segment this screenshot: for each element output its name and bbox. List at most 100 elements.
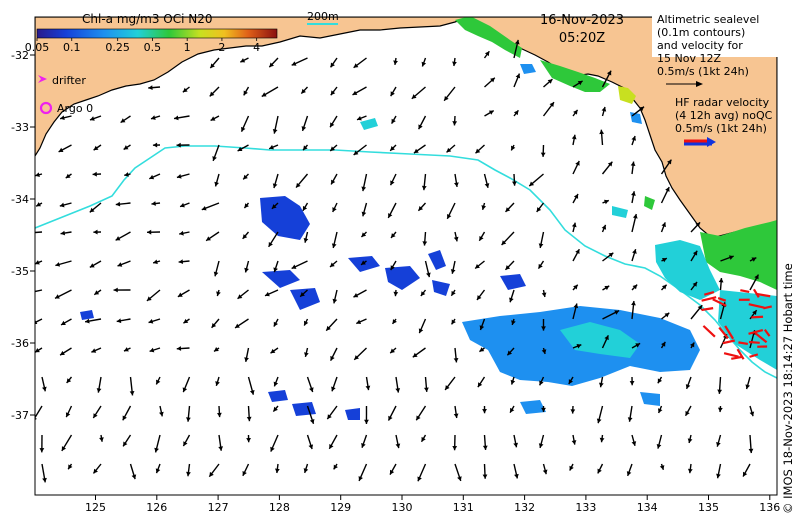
velocity-arrow-head <box>418 124 423 130</box>
velocity-arrow-head <box>270 348 276 354</box>
radar-arrow <box>763 328 771 337</box>
velocity-arrow-head <box>451 319 456 325</box>
lon-tick-label: 134 <box>637 501 658 514</box>
hf-radar-scale-arrow <box>684 137 716 147</box>
velocity-arrow-head <box>661 284 667 290</box>
velocity-arrow-head <box>115 236 121 241</box>
velocity-arrow-head <box>576 344 582 349</box>
velocity-arrow-head <box>60 230 66 236</box>
velocity-arrow-head <box>54 294 60 299</box>
velocity-arrow-head <box>332 298 338 304</box>
velocity-arrow-head <box>570 409 576 414</box>
radar-arrow <box>763 305 772 310</box>
velocity-arrow-head <box>604 335 609 341</box>
velocity-arrow-head <box>505 265 511 270</box>
velocity-arrow-head <box>92 171 97 177</box>
velocity-arrow-head <box>630 161 636 167</box>
velocity-arrow-head <box>446 214 452 219</box>
velocity-arrow-head <box>291 61 297 66</box>
velocity-arrow-head <box>687 438 693 444</box>
velocity-arrow-head <box>94 290 100 295</box>
velocity-arrow-head <box>541 326 546 331</box>
velocity-arrow-head <box>454 182 459 187</box>
colorbar-tick-label: 0.5 <box>144 41 162 54</box>
velocity-arrow-head <box>183 318 189 324</box>
velocity-arrow-head <box>515 73 521 79</box>
velocity-arrow-head <box>206 236 211 241</box>
radar-arrow <box>740 289 750 294</box>
velocity-arrow-head <box>513 442 519 448</box>
longitude-axis: 125 126 127 128 129 130 131 132 133 134 135 136 <box>85 495 780 514</box>
velocity-arrow-head <box>174 115 179 121</box>
velocity-arrow-head <box>308 444 314 450</box>
velocity-arrow-head <box>213 271 219 277</box>
velocity-arrow-head <box>571 222 577 228</box>
velocity-arrow-head <box>365 385 371 391</box>
velocity-arrow-head <box>93 229 98 235</box>
lon-tick-label: 135 <box>698 501 719 514</box>
scale-bar-label: 200m <box>307 10 339 23</box>
radar-arrow <box>751 315 764 319</box>
velocity-arrow-head <box>180 202 185 208</box>
velocity-arrow-head <box>116 318 122 324</box>
radar-arrow <box>752 288 760 298</box>
lon-tick-label: 128 <box>269 501 290 514</box>
velocity-arrow-head <box>390 146 395 151</box>
velocity-arrow-head <box>326 325 331 331</box>
velocity-arrow-head <box>575 249 580 255</box>
velocity-arrow-head <box>242 470 247 476</box>
velocity-arrow-head <box>598 382 604 388</box>
velocity-arrow-head <box>60 350 65 356</box>
velocity-arrow-head <box>488 110 494 115</box>
altimetry-scale-arrow <box>666 81 703 87</box>
velocity-arrow-head <box>147 229 152 235</box>
lat-tick-label: -32 <box>11 49 29 62</box>
velocity-arrow-head <box>475 148 481 154</box>
velocity-arrow-head <box>453 358 459 363</box>
velocity-arrow-head <box>243 90 248 96</box>
velocity-arrow-head <box>481 205 487 210</box>
velocity-arrow-head <box>146 296 152 301</box>
velocity-arrow-head <box>452 61 457 66</box>
velocity-arrow-head <box>237 294 243 299</box>
velocity-arrow-head <box>395 443 401 449</box>
velocity-arrow-head <box>186 471 191 477</box>
velocity-arrow-head <box>390 91 395 97</box>
velocity-arrow-head <box>156 379 161 385</box>
velocity-arrow-head <box>148 319 154 324</box>
argo-label: Argo 0 <box>57 102 93 115</box>
velocity-arrow-head <box>154 447 159 453</box>
velocity-arrow-head <box>743 471 748 477</box>
velocity-arrow-head <box>667 159 672 165</box>
velocity-arrow-head <box>120 118 126 123</box>
velocity-arrow-head <box>39 448 45 453</box>
velocity-arrow-head <box>176 346 182 351</box>
velocity-arrow-head <box>331 243 337 248</box>
radar-arrow <box>722 339 736 345</box>
velocity-arrow-head <box>542 469 548 475</box>
velocity-arrow-head <box>268 241 273 247</box>
velocity-arrow-head <box>309 419 315 424</box>
altimetry-note-box <box>652 10 778 57</box>
velocity-arrow-head <box>123 347 129 352</box>
hf-radar-arrows <box>701 288 772 360</box>
velocity-arrow-head <box>65 412 71 418</box>
velocity-arrow-head <box>575 160 580 166</box>
velocity-arrow-head <box>482 474 488 479</box>
velocity-arrow-head <box>607 161 613 167</box>
velocity-arrow-head <box>240 58 246 63</box>
drifter-icon <box>38 75 47 83</box>
velocity-arrow-head <box>568 379 574 385</box>
velocity-arrow-head <box>421 185 427 191</box>
lon-tick-label: 126 <box>146 501 167 514</box>
altimetry-note: Altimetric sealevel (0.1m contours) and … <box>657 13 759 87</box>
velocity-arrow-head <box>361 186 367 192</box>
velocity-arrow-head <box>390 265 395 271</box>
velocity-arrow-head <box>356 115 362 121</box>
velocity-arrow-head <box>178 259 184 265</box>
lon-tick-label: 133 <box>575 501 596 514</box>
velocity-arrow-head <box>475 264 480 269</box>
velocity-arrow-head <box>183 441 188 447</box>
velocity-arrow-head <box>603 199 609 205</box>
velocity-arrow-head <box>356 319 362 325</box>
